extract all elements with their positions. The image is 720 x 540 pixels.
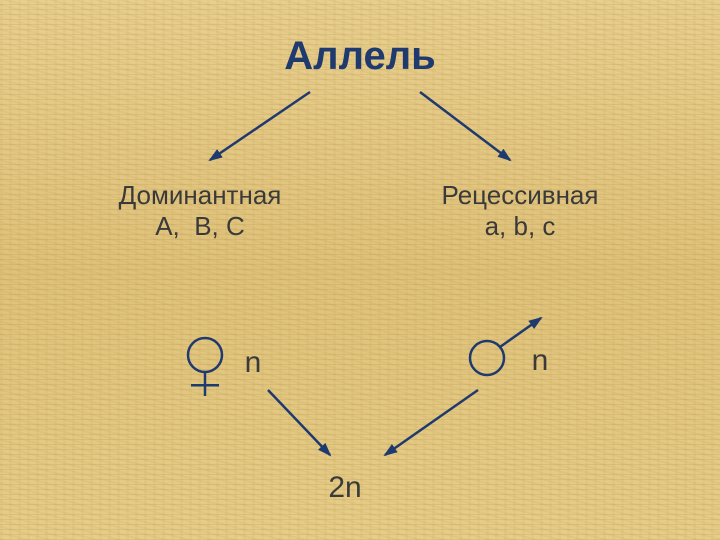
n-right-label: n <box>532 343 549 379</box>
n-left-label: n <box>245 345 262 381</box>
dominant-label: Доминантная А, В, С <box>119 180 282 242</box>
twon-label: 2n <box>328 470 361 506</box>
recessive-label: Рецессивная a, b, c <box>442 180 599 242</box>
wood-background <box>0 0 720 540</box>
title: Аллель <box>284 32 435 80</box>
